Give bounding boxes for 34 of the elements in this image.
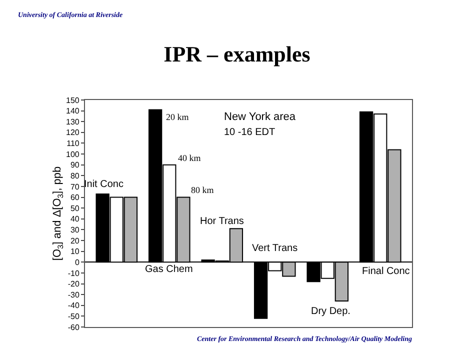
y-tick-label: -60 (68, 322, 80, 332)
y-tick-label: 100 (66, 150, 80, 159)
y-tick-label: 90 (70, 160, 80, 170)
series-label: 80 km (191, 185, 214, 195)
y-tick-label: 20 (70, 236, 80, 246)
series-label: 40 km (178, 153, 201, 163)
y-tick-label: -10 (68, 268, 80, 278)
y-tick-label: 150 (66, 96, 80, 105)
y-tick-label: 50 (70, 204, 80, 213)
y-tick-label: 80 (70, 171, 80, 180)
series-label: 20 km (166, 112, 189, 122)
y-tick-label: -50 (68, 312, 80, 321)
y-tick-label: -20 (68, 280, 80, 289)
x-tick-label: Dry Dep. (311, 306, 350, 317)
y-tick-label: 60 (70, 193, 80, 202)
y-tick-label: 110 (66, 139, 80, 148)
chart-title: IPR – examples (164, 42, 311, 67)
annotation: 10 -16 EDT (224, 127, 276, 138)
y-tick-label: 70 (70, 182, 80, 192)
y-tick-label: 140 (66, 106, 80, 116)
x-tick-label: Init Conc (84, 179, 124, 190)
y-tick-label: 40 (70, 214, 80, 224)
y-tick-label: 0 (74, 258, 80, 267)
x-tick-label: Final Conc (362, 266, 410, 277)
y-tick-label: 30 (70, 226, 80, 235)
y-tick-label: -40 (68, 301, 80, 310)
y-tick-label: 130 (66, 117, 80, 126)
x-tick-label: Hor Trans (200, 216, 244, 227)
x-tick-label: Vert Trans (252, 243, 298, 254)
y-tick-label: 120 (66, 128, 80, 138)
annotation: New York area (224, 111, 296, 123)
y-tick-label: -30 (68, 290, 80, 300)
y-tick-label: 10 (70, 247, 80, 256)
x-tick-label: Gas Chem (145, 264, 193, 275)
